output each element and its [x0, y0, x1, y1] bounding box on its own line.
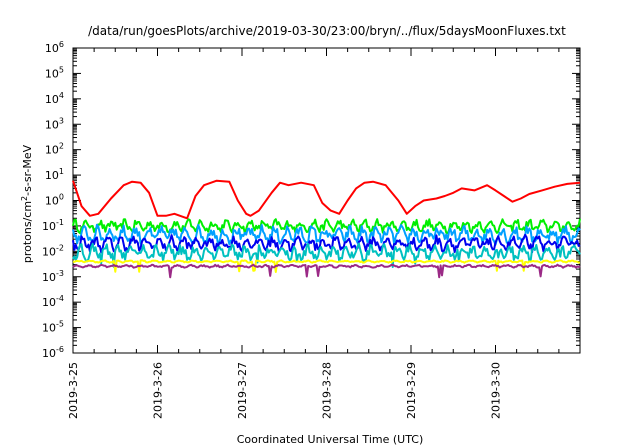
y-tick-label-exp: 4: [59, 91, 64, 100]
y-tick-label: 10-2: [42, 243, 64, 258]
y-tick-label-exp: -2: [56, 243, 64, 252]
x-tick-label: 2019-3-25: [67, 362, 80, 419]
y-tick-label: 101: [45, 167, 64, 182]
y-tick-label-base: 10: [42, 347, 56, 360]
y-tick-label-base: 10: [45, 144, 59, 157]
y-tick-label: 103: [45, 116, 64, 131]
y-tick-label: 10-3: [42, 269, 64, 284]
plot-frame: [72, 47, 581, 354]
y-axis-label: protons/cm2-s-sr-MeV: [20, 144, 34, 263]
y-tick-label-base: 10: [42, 245, 56, 258]
x-tick-label: 2019-3-29: [405, 362, 418, 419]
series-line: [72, 179, 581, 220]
y-tick-label-base: 10: [45, 42, 59, 55]
y-tick-label: 102: [45, 142, 64, 157]
y-tick-label: 10-5: [42, 320, 64, 335]
y-tick-label-base: 10: [45, 169, 59, 182]
x-tick-label: 2019-3-28: [321, 362, 334, 419]
x-tick-label: 2019-3-27: [236, 362, 249, 419]
y-tick-label: 105: [45, 65, 64, 80]
y-tick-label: 100: [45, 193, 64, 208]
y-tick-label-base: 10: [42, 322, 56, 335]
y-label-part-3: -s-sr-MeV: [21, 144, 34, 195]
y-tick-label-base: 10: [42, 271, 56, 284]
series-group: [72, 179, 581, 279]
y-tick-label-exp: -4: [56, 294, 64, 303]
x-tick-label: 2019-3-26: [152, 362, 165, 419]
y-tick-label-exp: 5: [59, 65, 64, 74]
series-line: [72, 263, 581, 279]
y-tick-label: 10-1: [42, 218, 64, 233]
series-line: [72, 259, 581, 273]
y-tick-label-exp: 6: [59, 40, 64, 49]
y-tick-label-base: 10: [45, 93, 59, 106]
series-line: [72, 233, 581, 254]
axes: 10-610-510-410-310-210-11001011021031041…: [42, 40, 581, 419]
y-tick-label-exp: -6: [56, 345, 64, 354]
y-tick-label-base: 10: [45, 195, 59, 208]
y-tick-label-base: 10: [42, 220, 56, 233]
y-tick-label: 106: [45, 40, 64, 55]
y-tick-label: 10-6: [42, 345, 64, 360]
y-label-sup: 2: [20, 196, 29, 201]
y-tick-label-exp: -3: [56, 269, 64, 278]
y-tick-label-base: 10: [45, 67, 59, 80]
y-tick-label-base: 10: [42, 296, 56, 309]
chart-title: /data/run/goesPlots/archive/2019-03-30/2…: [88, 24, 566, 38]
y-tick-label-exp: -1: [56, 218, 64, 227]
x-tick-label: 2019-3-30: [490, 362, 503, 419]
y-tick-label: 10-4: [42, 294, 64, 309]
y-label-part-1: protons/cm: [21, 201, 34, 263]
y-tick-label-base: 10: [45, 118, 59, 131]
y-tick-label: 104: [45, 91, 64, 106]
series-line: [72, 218, 581, 235]
series-line: [72, 242, 581, 268]
x-axis-label: Coordinated Universal Time (UTC): [237, 433, 424, 446]
y-tick-label-exp: 1: [59, 167, 64, 176]
y-tick-label-exp: 2: [59, 142, 64, 151]
y-tick-label-exp: 0: [59, 193, 64, 202]
y-tick-label-exp: -5: [56, 320, 64, 329]
y-tick-label-exp: 3: [59, 116, 64, 125]
